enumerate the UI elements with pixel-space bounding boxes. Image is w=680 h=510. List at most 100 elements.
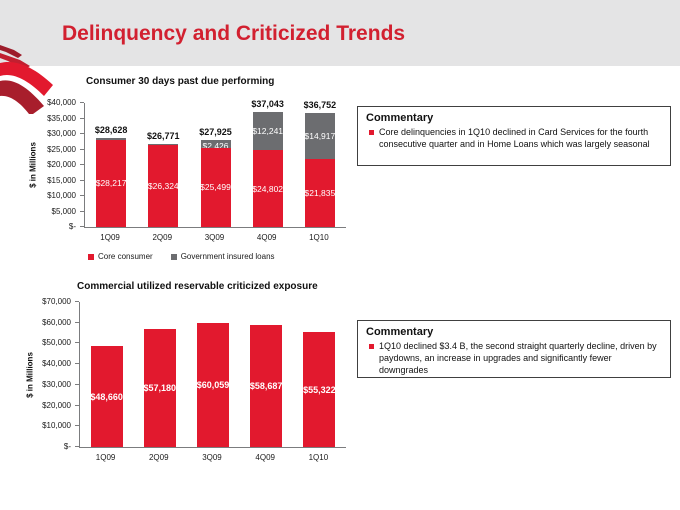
y-tick-mark [80, 102, 84, 103]
bar-segment: $28,217 [96, 139, 126, 227]
x-tick-label: 2Q09 [148, 453, 169, 462]
bar-total-label: $28,628 [94, 125, 128, 136]
y-tick-label: $15,000 [47, 175, 76, 185]
y-tick-label: $- [63, 442, 71, 451]
bar-value-label: $48,660 [90, 391, 123, 402]
chart-title: Consumer 30 days past due performing [86, 76, 275, 87]
bar: $57,180 [144, 328, 176, 447]
bar-segment: $24,802 [252, 150, 283, 227]
y-axis: $- $10,000 $20,000 $30,000 $40,000 $50,000 $60… [0, 297, 79, 451]
y-tick-label: $10,000 [47, 191, 76, 200]
bar-value-label: $14,917 [304, 131, 336, 142]
bar-total-label: $27,925 [199, 127, 232, 138]
page-title: Delinquency and Criticized Trends [62, 22, 406, 45]
y-tick-label: $25,000 [47, 144, 76, 154]
x-tick-label: 1Q09 [95, 453, 116, 462]
x-tick-label: 1Q09 [100, 233, 120, 242]
bar-value-label: $2,426 [202, 141, 229, 152]
y-tick-mark [75, 383, 79, 385]
plot-area: $411$28,217$28,628$447$26,324$26,771$2,4… [80, 99, 346, 228]
y-tick-mark [75, 321, 79, 323]
y-tick-mark [75, 404, 79, 406]
x-tick-label: 2Q09 [152, 233, 173, 242]
bar-value-label: $28,217 [95, 178, 127, 189]
y-tick-mark [80, 133, 84, 134]
y-tick-label: $40,000 [47, 98, 76, 107]
commentary-bullet: 1Q10 declined $3.4 B, the second straigh… [366, 340, 664, 376]
y-tick-mark [80, 195, 84, 196]
y-tick-mark [75, 342, 79, 344]
commentary-heading: Commentary [366, 326, 434, 338]
bar-total-label: $36,752 [303, 100, 337, 111]
legend: Core consumer Government insured loans [88, 252, 275, 261]
bar: $411$28,217$28,628 [95, 125, 127, 227]
consumer-past-due-chart: Consumer 30 days past due performing $ i… [0, 72, 356, 272]
bar-segment: $57,180 [144, 328, 176, 447]
bar: $447$26,324$26,771 [147, 131, 180, 227]
y-tick-label: $- [68, 222, 76, 231]
bar: $58,687 [250, 325, 282, 447]
bullet-icon [369, 130, 374, 135]
x-tick-label: 1Q10 [308, 453, 329, 462]
y-tick-mark [80, 117, 84, 119]
bar-segment: $14,917 [305, 113, 335, 160]
legend-item: Core consumer [88, 252, 153, 261]
bar-value-label: $12,241 [252, 126, 284, 137]
commentary-box-commercial: Commentary 1Q10 declined $3.4 B, the sec… [357, 320, 671, 378]
y-tick-mark [80, 179, 84, 181]
commentary-heading: Commentary [366, 112, 434, 124]
chart-title: Commercial utilized reservable criticize… [77, 281, 318, 292]
bar-total-label: $26,771 [147, 131, 180, 142]
bar-segment: $25,499 [200, 147, 231, 227]
y-tick-label: $35,000 [47, 113, 76, 123]
y-tick-label: $60,000 [42, 317, 71, 327]
bar-segment: $48,660 [90, 346, 123, 447]
y-tick-mark [75, 425, 79, 427]
legend-swatch [88, 253, 94, 260]
legend-swatch [170, 253, 177, 260]
bar-value-label: $60,059 [196, 379, 230, 390]
x-tick-label: 3Q09 [202, 453, 222, 462]
bar-value-label: $25,499 [200, 182, 231, 193]
x-tick-label: 1Q10 [309, 233, 329, 242]
y-tick-mark [80, 210, 84, 212]
x-tick-label: 3Q09 [204, 233, 225, 242]
commercial-criticized-chart: Commercial utilized reservable criticize… [0, 278, 356, 483]
y-tick-mark [80, 164, 84, 165]
bank-flag-logo [0, 45, 53, 114]
bar-segment: $55,322 [303, 332, 336, 447]
bullet-icon [369, 344, 374, 349]
bar-value-label: $57,180 [143, 382, 177, 393]
bar-value-label: $26,324 [147, 181, 179, 192]
x-tick-label: 4Q09 [256, 233, 277, 242]
legend-item: Government insured loans [170, 252, 275, 261]
y-tick-mark [80, 226, 84, 227]
bar-value-label: $55,322 [303, 384, 336, 395]
y-tick-label: $50,000 [42, 338, 71, 348]
commentary-box-consumer: Commentary Core delinquencies in 1Q10 de… [357, 106, 671, 166]
y-axis: $- $5,000 $10,000 $15,000 $20,000 $25,000 $30,… [0, 98, 84, 231]
bar-value-label: $58,687 [249, 381, 283, 392]
bar-segment: $2,426 [200, 140, 231, 151]
y-tick-mark [80, 148, 84, 150]
bar: $48,660 [90, 346, 123, 447]
y-tick-mark [75, 363, 79, 365]
bar: $12,241 $24,802 $37,043 [251, 99, 284, 227]
bar: $14,917 $21,835 $36,752 [304, 100, 336, 227]
bar-segment: $60,059 [197, 322, 229, 447]
x-tick-label: 4Q09 [255, 453, 275, 462]
header-band [0, 0, 680, 66]
plot-area: $48,660 $57,180 $60,059 $58,687 $55,322 [75, 301, 346, 448]
commentary-text: Core delinquencies in 1Q10 declined in C… [379, 127, 650, 150]
y-tick-label: $70,000 [42, 297, 71, 306]
y-tick-label: $20,000 [42, 400, 71, 410]
y-tick-label: $30,000 [47, 129, 76, 138]
y-tick-mark [75, 446, 79, 447]
commentary-text: 1Q10 declined $3.4 B, the second straigh… [379, 341, 657, 376]
bar-value-label: $21,835 [304, 188, 336, 199]
y-tick-label: $10,000 [42, 421, 71, 431]
bar-total-label: $37,043 [251, 99, 284, 110]
legend-label: Government insured loans [180, 252, 275, 261]
bar-segment: $12,241 [252, 112, 283, 151]
